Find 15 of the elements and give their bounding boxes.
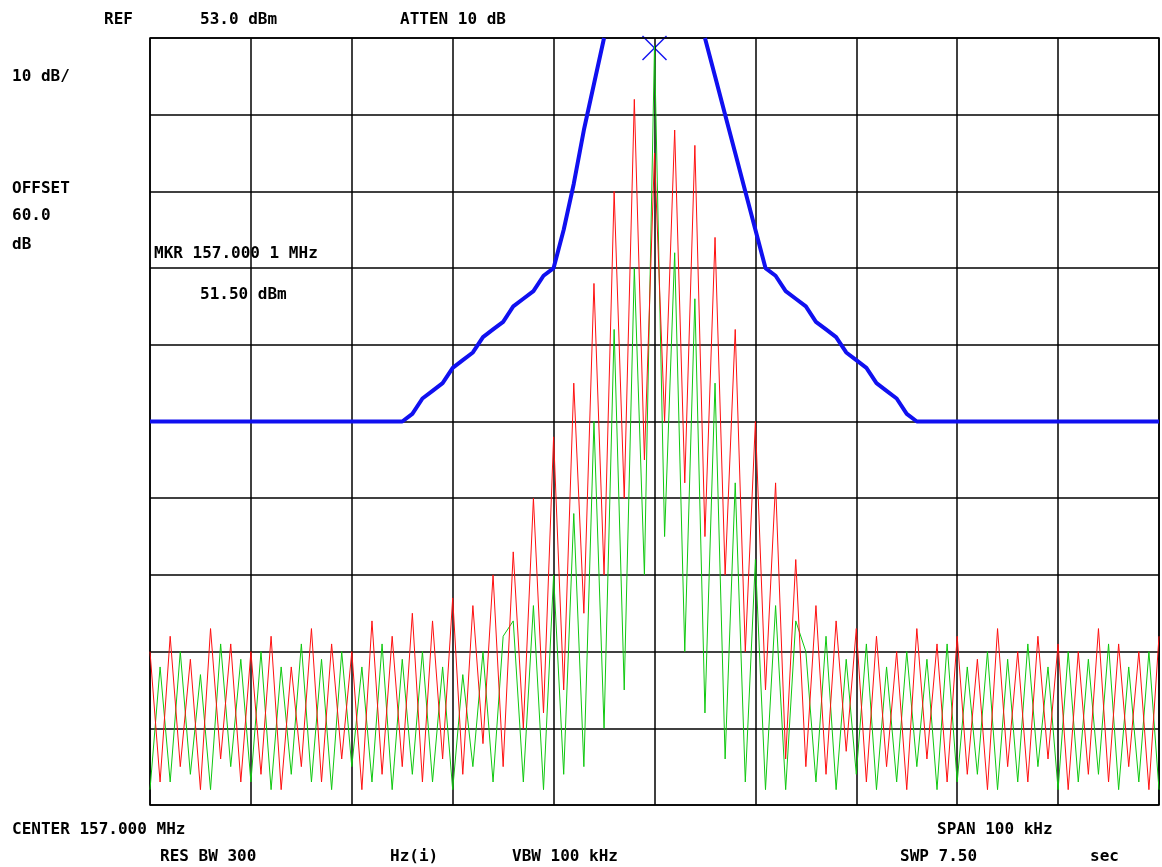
text: CENTER 157.000 MHz <box>12 818 186 838</box>
text: dB <box>12 233 32 253</box>
text: SWP 7.50 <box>900 845 978 865</box>
text: SPAN 100 kHz <box>937 818 1053 838</box>
text: 53.0 dBm <box>200 8 278 28</box>
text: ATTEN 10 dB <box>400 8 507 28</box>
text: Hz(i) <box>390 845 439 865</box>
text: REF <box>104 8 133 28</box>
annotation: 51.50 dBm <box>200 283 288 303</box>
text: sec <box>1090 845 1119 865</box>
text: 60.0 <box>12 204 51 224</box>
text: VBW 100 kHz <box>512 845 618 865</box>
text: RES BW 300 <box>160 845 257 865</box>
text: OFFSET <box>12 177 70 197</box>
text: 10 dB/ <box>12 65 70 85</box>
